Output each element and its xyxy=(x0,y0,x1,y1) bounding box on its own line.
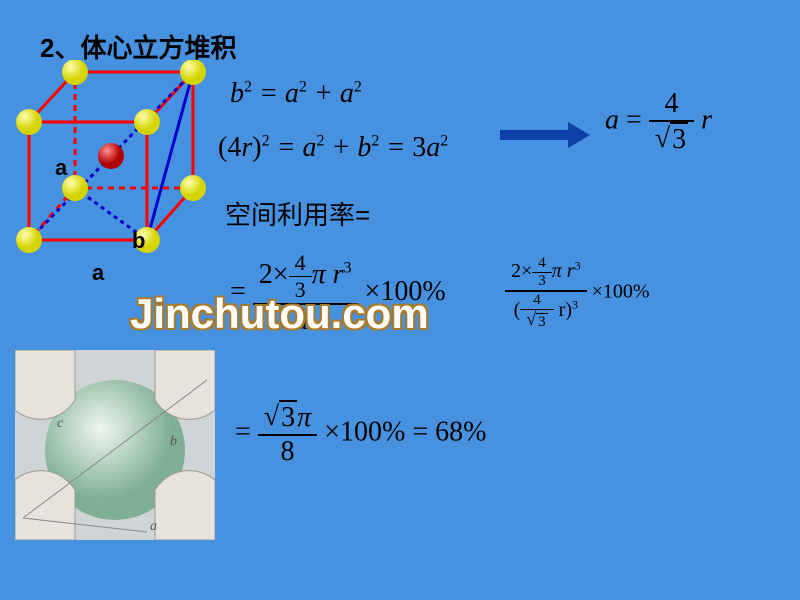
arrow-icon xyxy=(500,120,590,150)
axis-label-a2: a xyxy=(92,260,104,286)
eq-b2: b2 = a2 + a2 xyxy=(230,78,362,110)
svg-text:c: c xyxy=(57,416,64,431)
axis-label-a1: a xyxy=(55,155,67,181)
bcc-cube-diagram xyxy=(15,60,215,270)
eq-final: = √3π 8 ×100% = 68% xyxy=(235,400,486,468)
packing-photo: b c a xyxy=(15,350,215,540)
eq-line1: = 2×43π r3 a3 ×100% xyxy=(230,250,446,337)
eq-rhs: 2×43π r3 (4√3 r)3 ×100% xyxy=(505,255,650,331)
eq-result: a = 4 √3 r xyxy=(605,88,712,156)
svg-text:b: b xyxy=(170,434,177,449)
eq-4r2: (4r)2 = a2 + b2 = 3a2 xyxy=(218,132,448,164)
svg-text:a: a xyxy=(150,519,157,534)
axis-label-b: b xyxy=(132,228,145,254)
space-ratio-label: 空间利用率= xyxy=(225,195,370,232)
